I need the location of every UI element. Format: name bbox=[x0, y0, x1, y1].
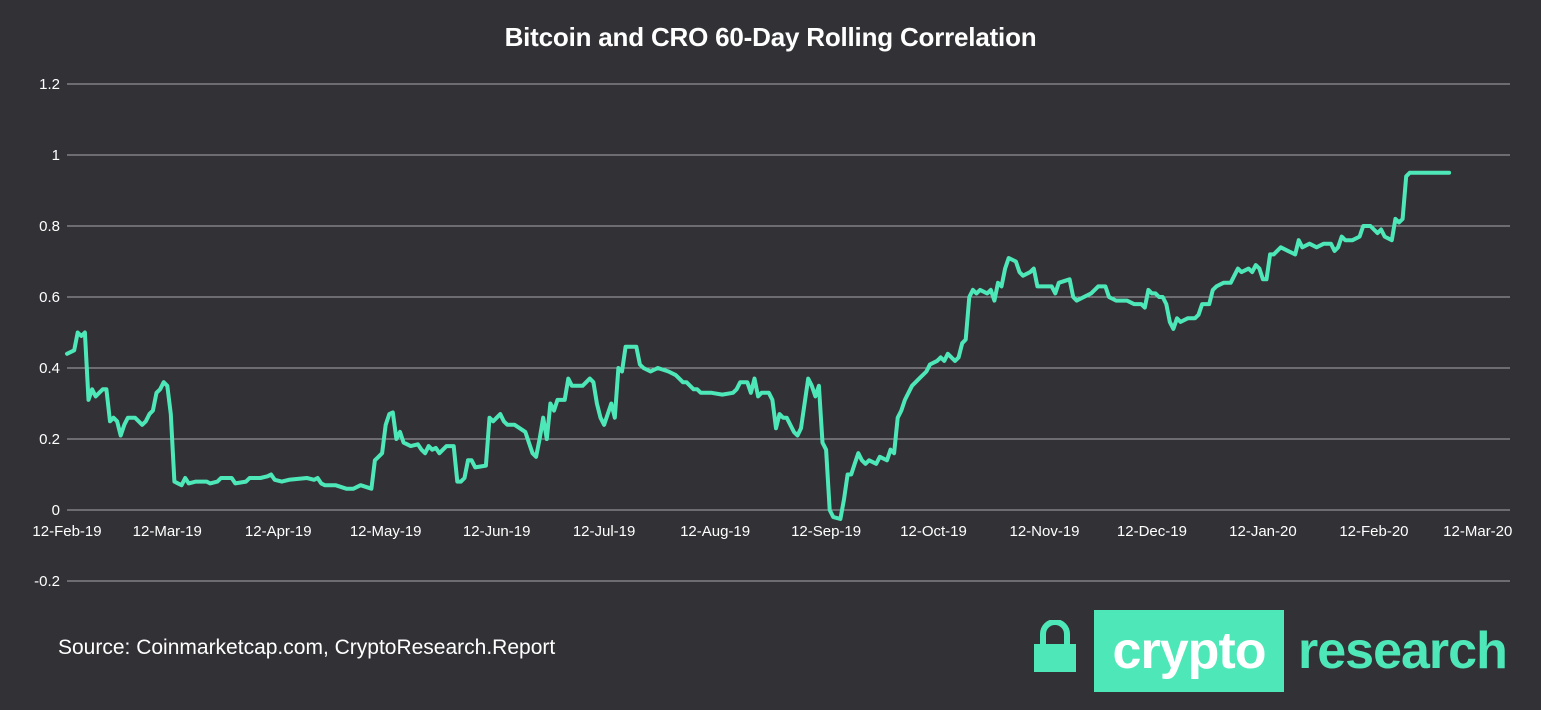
x-tick-label: 12-Jan-20 bbox=[1229, 523, 1297, 540]
x-tick-label: 12-Sep-19 bbox=[791, 523, 861, 540]
x-tick-label: 12-Nov-19 bbox=[1009, 523, 1079, 540]
lock-icon bbox=[1034, 620, 1076, 672]
source-note: Source: Coinmarketcap.com, CryptoResearc… bbox=[58, 636, 556, 659]
series-line bbox=[65, 170, 1452, 521]
x-tick-label: 12-Mar-19 bbox=[133, 523, 202, 540]
x-tick-label: 12-Feb-19 bbox=[32, 523, 101, 540]
x-tick-label: 12-Apr-19 bbox=[245, 523, 312, 540]
x-tick-label: 12-Mar-20 bbox=[1443, 523, 1512, 540]
y-tick-label: 1 bbox=[52, 147, 60, 164]
x-tick-label: 12-Jun-19 bbox=[463, 523, 531, 540]
logo-box-text: crypto bbox=[1094, 610, 1284, 692]
cryptoresearch-logo: crypto research bbox=[1030, 608, 1520, 694]
y-tick-label: 1.2 bbox=[39, 76, 60, 93]
y-tick-label: 0.8 bbox=[39, 218, 60, 235]
x-tick-label: 12-Aug-19 bbox=[680, 523, 750, 540]
x-tick-label: 12-Oct-19 bbox=[900, 523, 967, 540]
x-tick-label: 12-Dec-19 bbox=[1117, 523, 1187, 540]
x-axis-tick-labels: 12-Feb-19 12-Mar-19 12-Apr-19 12-May-19 12-J… bbox=[32, 523, 1512, 540]
y-tick-label: 0.6 bbox=[39, 289, 60, 306]
logo-word-text: research bbox=[1298, 622, 1508, 680]
y-tick-label: 0 bbox=[52, 502, 60, 519]
gridlines bbox=[67, 83, 1510, 582]
y-tick-label: -0.2 bbox=[34, 573, 60, 590]
chart-title: Bitcoin and CRO 60-Day Rolling Correlati… bbox=[504, 22, 1037, 52]
y-tick-label: 0.4 bbox=[39, 360, 60, 377]
x-tick-label: 12-Feb-20 bbox=[1339, 523, 1408, 540]
series-layer bbox=[65, 170, 1452, 521]
x-tick-label: 12-Jul-19 bbox=[573, 523, 636, 540]
y-tick-label: 0.2 bbox=[39, 431, 60, 448]
x-tick-label: 12-May-19 bbox=[350, 523, 422, 540]
y-axis-tick-labels: 1.2 1 0.8 0.6 0.4 0.2 0 -0.2 bbox=[34, 76, 60, 590]
